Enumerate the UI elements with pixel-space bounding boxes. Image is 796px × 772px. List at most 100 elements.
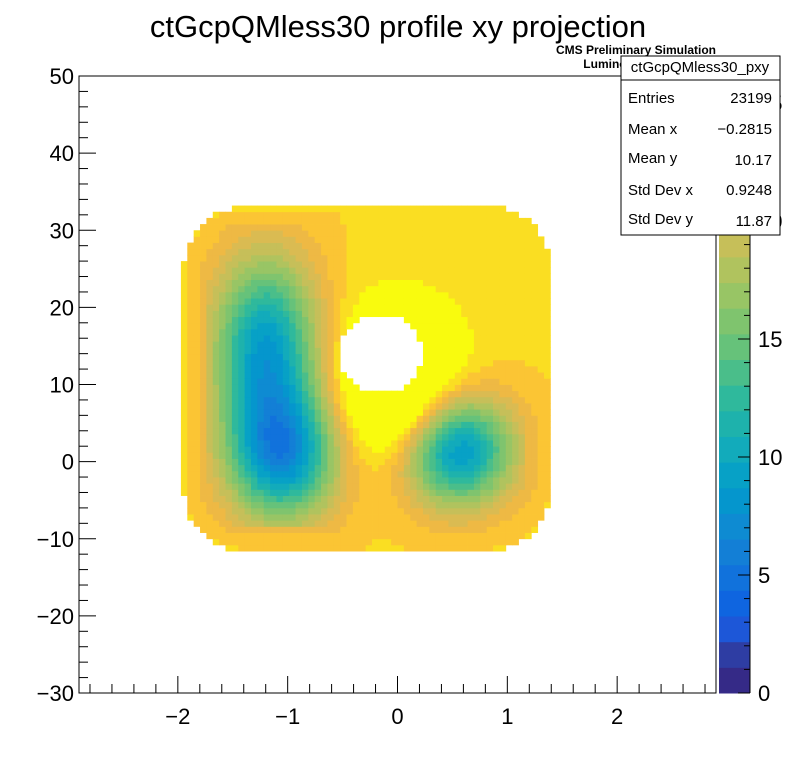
heatmap-cell	[435, 452, 443, 459]
heatmap-cell	[212, 384, 220, 392]
heatmap-cell	[442, 489, 449, 496]
heatmap-cell	[333, 359, 341, 367]
heatmap-cell	[493, 514, 500, 521]
heatmap-cell	[231, 495, 239, 503]
heatmap-cell	[219, 440, 226, 447]
heatmap-cell	[499, 335, 507, 342]
heatmap-cell	[505, 415, 513, 422]
heatmap-cell	[537, 427, 545, 435]
heatmap-cell	[359, 464, 367, 472]
heatmap-cell	[397, 211, 405, 219]
heatmap-cell	[524, 261, 532, 268]
heatmap-cell	[397, 236, 405, 243]
heatmap-cell	[429, 279, 437, 287]
heatmap-cell	[225, 224, 233, 231]
heatmap-cell	[231, 322, 239, 330]
heatmap-cell	[461, 415, 468, 422]
heatmap-cell	[403, 316, 411, 324]
heatmap-cell	[372, 520, 379, 527]
heatmap-cell	[531, 384, 539, 392]
heatmap-cell	[308, 335, 316, 342]
heatmap-cell	[263, 446, 271, 453]
heatmap-cell	[238, 409, 246, 416]
heatmap-cell	[219, 464, 226, 472]
heatmap-cell	[289, 378, 296, 385]
heatmap-cell	[270, 495, 277, 503]
heatmap-cell	[429, 433, 437, 441]
heatmap-cell	[206, 501, 214, 509]
heatmap-cell	[359, 421, 367, 429]
heatmap-cell	[403, 242, 411, 250]
heatmap-cell	[321, 285, 328, 293]
heatmap-cell	[276, 390, 284, 398]
heatmap-cell	[493, 403, 500, 410]
heatmap-cell	[238, 224, 246, 231]
heatmap-cell	[180, 267, 188, 274]
heatmap-cell	[512, 285, 519, 293]
heatmap-cell	[365, 526, 373, 533]
heatmap-cell	[301, 501, 309, 509]
heatmap-cell	[212, 421, 220, 429]
heatmap-cell	[403, 217, 411, 225]
heatmap-cell	[365, 507, 373, 515]
heatmap-cell	[524, 378, 532, 385]
heatmap-cell	[193, 452, 201, 459]
heatmap-cell	[238, 291, 246, 299]
heatmap-cell	[180, 470, 188, 478]
heatmap-cell	[544, 285, 551, 293]
heatmap-cell	[524, 532, 532, 540]
heatmap-cell	[410, 409, 418, 416]
heatmap-cell	[301, 273, 309, 281]
heatmap-cell	[403, 477, 411, 484]
heatmap-cell	[327, 211, 335, 219]
heatmap-cell	[321, 520, 328, 527]
heatmap-cell	[289, 205, 296, 213]
heatmap-cell	[225, 507, 233, 515]
heatmap-cell	[384, 396, 392, 404]
heatmap-cell	[480, 421, 488, 429]
heatmap-cell	[282, 224, 290, 231]
heatmap-cell	[257, 328, 265, 336]
heatmap-cell	[505, 298, 513, 305]
heatmap-cell	[314, 310, 322, 318]
heatmap-cell	[327, 390, 335, 398]
heatmap-cell	[257, 316, 265, 324]
heatmap-cell	[429, 248, 437, 256]
heatmap-cell	[219, 298, 226, 305]
heatmap-cell	[346, 316, 354, 324]
heatmap-cell	[359, 224, 367, 231]
heatmap-cell	[454, 298, 462, 305]
heatmap-cell	[340, 378, 347, 385]
heatmap-cell	[448, 230, 456, 237]
heatmap-cell	[448, 495, 456, 503]
heatmap-cell	[257, 415, 265, 422]
heatmap-cell	[416, 409, 424, 416]
heatmap-cell	[422, 261, 430, 268]
heatmap-cell	[499, 285, 507, 293]
heatmap-cell	[257, 501, 265, 509]
heatmap-cell	[263, 298, 271, 305]
heatmap-cell	[359, 483, 367, 490]
heatmap-cell	[200, 335, 207, 342]
heatmap-cell	[212, 458, 220, 466]
heatmap-cell	[537, 384, 545, 392]
heatmap-cell	[391, 452, 398, 459]
heatmap-cell	[346, 403, 354, 410]
heatmap-cell	[378, 470, 386, 478]
heatmap-cell	[238, 396, 246, 404]
heatmap-cell	[505, 291, 513, 299]
heatmap-cell	[493, 205, 500, 213]
heatmap-cell	[327, 464, 335, 472]
heatmap-cell	[422, 421, 430, 429]
heatmap-cell	[231, 365, 239, 373]
heatmap-cell	[410, 248, 418, 256]
heatmap-cell	[187, 507, 195, 515]
heatmap-cell	[512, 501, 519, 509]
heatmap-cell	[512, 458, 519, 466]
heatmap-cell	[537, 470, 545, 478]
heatmap-cell	[467, 507, 475, 515]
heatmap-cell	[193, 403, 201, 410]
heatmap-cell	[352, 464, 360, 472]
y-tick-label: 40	[50, 141, 74, 166]
heatmap-cell	[518, 409, 526, 416]
